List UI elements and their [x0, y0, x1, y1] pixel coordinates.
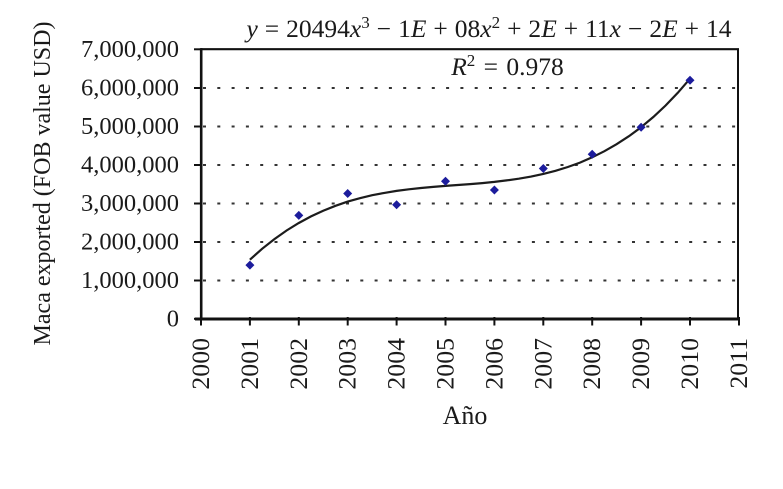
svg-text:2003: 2003 [333, 338, 362, 390]
svg-text:2010: 2010 [675, 338, 704, 390]
svg-text:4,000,000: 4,000,000 [81, 152, 179, 179]
svg-text:2007: 2007 [528, 338, 557, 390]
svg-text:2005: 2005 [431, 338, 460, 390]
svg-text:0: 0 [167, 306, 179, 333]
svg-text:Maca exported (FOB value USD): Maca exported (FOB value USD) [30, 22, 56, 346]
svg-text:5,000,000: 5,000,000 [81, 113, 179, 140]
svg-text:7,000,000: 7,000,000 [81, 36, 179, 63]
svg-text:2011: 2011 [724, 338, 753, 389]
svg-text:2000: 2000 [186, 338, 215, 390]
svg-text:y = 20494x3 − 1E + 08x2 + 2E +: y = 20494x3 − 1E + 08x2 + 2E + 11x − 2E … [244, 13, 732, 43]
svg-text:Año: Año [443, 401, 488, 430]
svg-text:3,000,000: 3,000,000 [81, 190, 179, 217]
svg-text:2004: 2004 [382, 338, 411, 390]
svg-text:2008: 2008 [577, 338, 606, 390]
svg-text:1,000,000: 1,000,000 [81, 267, 179, 294]
svg-text:2,000,000: 2,000,000 [81, 229, 179, 256]
svg-text:6,000,000: 6,000,000 [81, 75, 179, 102]
svg-text:2001: 2001 [235, 338, 264, 390]
svg-text:R2 = 0.978: R2 = 0.978 [450, 51, 564, 81]
svg-text:2009: 2009 [626, 338, 655, 390]
svg-text:2002: 2002 [284, 338, 313, 390]
svg-text:2006: 2006 [479, 338, 508, 390]
